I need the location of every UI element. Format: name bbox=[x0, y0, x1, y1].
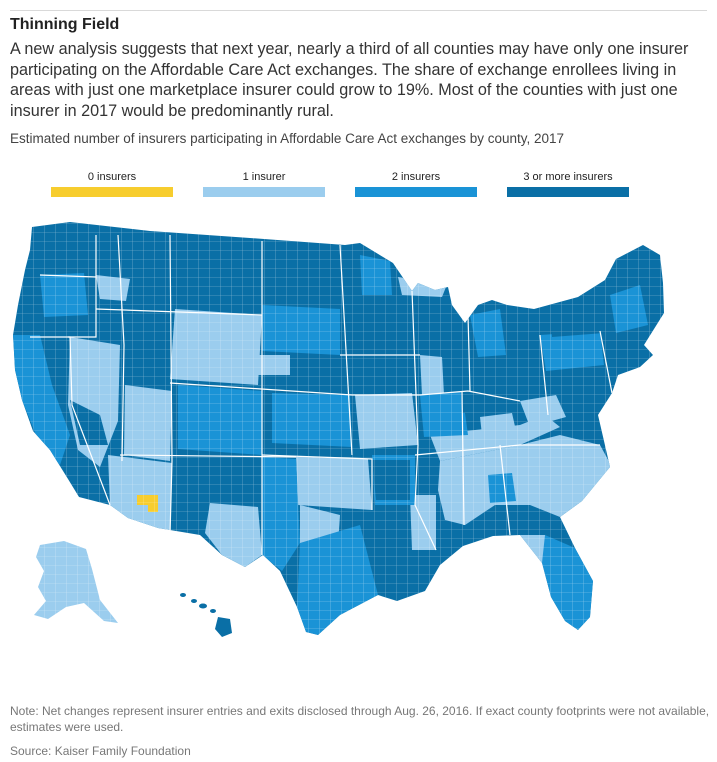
legend-label-1: 1 insurer bbox=[242, 171, 286, 183]
hawaii bbox=[180, 593, 232, 637]
legend-swatch-2 bbox=[355, 187, 477, 197]
source-line: Source: Kaiser Family Foundation bbox=[10, 744, 191, 758]
legend-label-2: 2 insurers bbox=[391, 171, 441, 183]
map-svg bbox=[13, 222, 664, 637]
legend-item-0: 0 insurers bbox=[51, 170, 173, 197]
alaska bbox=[34, 541, 118, 623]
legend-swatch-0 bbox=[51, 187, 173, 197]
legend-item-3: 3 or more insurers bbox=[507, 170, 629, 197]
chart-title: Thinning Field bbox=[10, 16, 120, 33]
state-borders bbox=[30, 234, 613, 555]
legend-item-2: 2 insurers bbox=[355, 170, 477, 197]
legend: 0 insurers 1 insurer 2 insurers 3 or mor… bbox=[0, 170, 717, 200]
legend-item-1: 1 insurer bbox=[203, 170, 325, 197]
legend-label-3: 3 or more insurers bbox=[523, 171, 613, 183]
legend-swatch-3 bbox=[507, 187, 629, 197]
lower-48 bbox=[13, 222, 664, 635]
legend-swatch-1 bbox=[203, 187, 325, 197]
us-county-map bbox=[0, 205, 717, 675]
chart-subhead: Estimated number of insurers participati… bbox=[10, 131, 565, 146]
county-grid bbox=[13, 222, 664, 635]
footnote: Note: Net changes represent insurer entr… bbox=[10, 704, 710, 734]
top-rule bbox=[10, 10, 707, 11]
legend-label-0: 0 insurers bbox=[87, 171, 137, 183]
chart-dek: A new analysis suggests that next year, … bbox=[10, 40, 689, 120]
